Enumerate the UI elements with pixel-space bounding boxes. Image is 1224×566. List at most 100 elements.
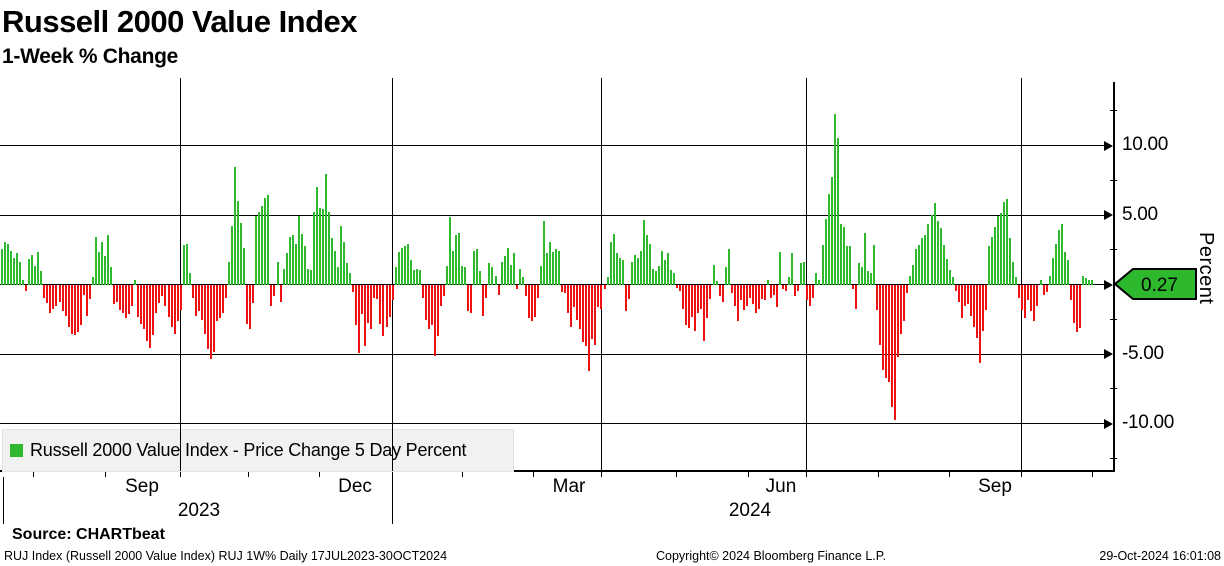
bar	[606, 277, 609, 285]
bar	[143, 285, 146, 330]
bar	[860, 267, 863, 285]
x-tick-label: Sep	[978, 476, 1012, 497]
bar	[827, 193, 830, 285]
bar	[85, 285, 88, 316]
bar	[194, 285, 197, 316]
current-value-label: 0.27	[1141, 275, 1178, 296]
bar	[421, 285, 424, 298]
y-tick-label: 5.00	[1122, 203, 1158, 225]
bar	[885, 285, 888, 379]
bar	[255, 215, 258, 285]
bar	[997, 215, 1000, 285]
bar	[340, 225, 343, 285]
bar	[222, 285, 225, 313]
footer-copyright: Copyright© 2024 Bloomberg Finance L.P.	[656, 549, 886, 563]
bar	[782, 285, 785, 290]
bar	[97, 252, 100, 285]
bar	[37, 252, 40, 285]
x-tick-label: Sep	[125, 476, 159, 497]
bar	[152, 285, 155, 336]
bar	[748, 285, 751, 298]
bar	[300, 233, 303, 285]
bar	[149, 285, 152, 348]
bar	[494, 275, 497, 285]
bar	[122, 285, 125, 313]
bar	[960, 285, 963, 319]
bar	[539, 265, 542, 285]
bar	[609, 242, 612, 285]
bar	[1078, 285, 1081, 329]
y-axis-line	[1113, 82, 1115, 472]
bar	[261, 206, 264, 285]
bar	[621, 260, 624, 285]
bar	[10, 250, 13, 285]
bar	[331, 238, 334, 285]
bar	[788, 277, 791, 285]
bar	[119, 285, 122, 311]
x-month-tick	[1092, 471, 1093, 477]
bar	[285, 253, 288, 285]
bar	[988, 246, 991, 285]
bar	[1030, 285, 1033, 312]
bar	[709, 285, 712, 299]
bar	[824, 218, 827, 285]
bar	[116, 285, 119, 302]
bar	[797, 285, 800, 291]
bar	[458, 232, 461, 285]
axis-arrow-icon	[1104, 210, 1113, 220]
bar	[530, 285, 533, 322]
y-axis-title: Percent	[1195, 232, 1217, 305]
bar	[31, 254, 34, 285]
y-tick-label: -10.00	[1122, 412, 1175, 433]
bar	[857, 263, 860, 285]
v-gridline	[180, 78, 181, 471]
bar	[654, 271, 657, 285]
bar	[282, 268, 285, 285]
bar	[1000, 213, 1003, 285]
bar	[518, 268, 521, 285]
bar	[173, 285, 176, 334]
bar	[942, 245, 945, 285]
current-value-flag: 0.27	[1114, 268, 1197, 300]
bar	[991, 236, 994, 285]
bar	[842, 227, 845, 285]
bar	[603, 285, 606, 290]
bar	[573, 285, 576, 308]
bar	[452, 250, 455, 285]
bar	[312, 211, 315, 285]
bar	[309, 270, 312, 285]
bar	[703, 285, 706, 341]
bar	[963, 285, 966, 306]
bar	[800, 263, 803, 285]
bar	[1066, 260, 1069, 285]
bar	[730, 285, 733, 294]
bar	[682, 285, 685, 309]
bar	[651, 268, 654, 285]
bar	[294, 243, 297, 285]
x-month-tick	[248, 471, 249, 477]
bar	[670, 270, 673, 285]
axis-arrow-icon	[1104, 279, 1113, 290]
bar	[673, 272, 676, 285]
page-subtitle: 1-Week % Change	[2, 45, 178, 68]
bar	[921, 238, 924, 285]
bar	[736, 285, 739, 322]
h-gridline	[0, 284, 1104, 285]
bar	[1024, 285, 1027, 319]
bar	[1084, 278, 1087, 285]
bar	[564, 285, 567, 294]
bar	[630, 261, 633, 285]
bar	[579, 285, 582, 330]
bar	[742, 285, 745, 311]
bar	[639, 250, 642, 285]
bar	[212, 285, 215, 352]
h-gridline	[0, 423, 1104, 424]
year-separator	[392, 477, 393, 524]
bar	[757, 285, 760, 309]
bar	[385, 285, 388, 327]
x-month-tick	[33, 471, 34, 477]
bar	[361, 285, 364, 315]
bar	[536, 285, 539, 298]
bar	[134, 279, 137, 285]
bar	[542, 221, 545, 285]
